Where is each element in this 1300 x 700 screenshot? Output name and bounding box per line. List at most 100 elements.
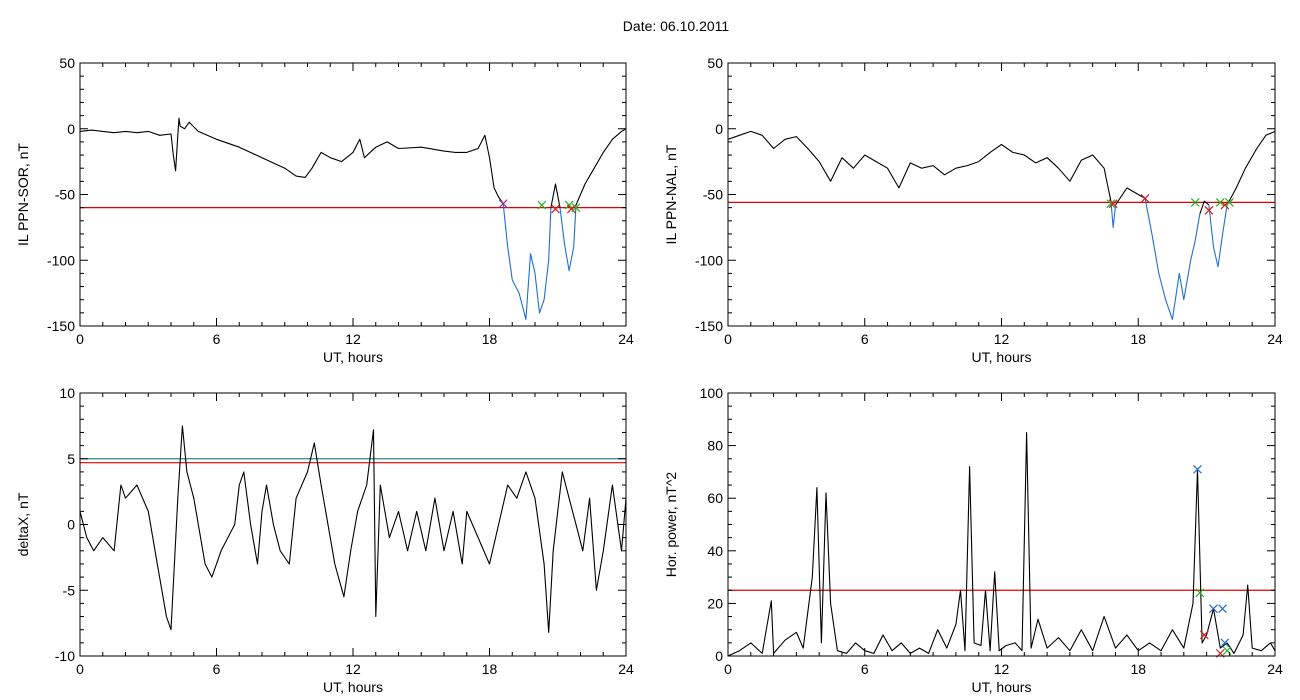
series-line xyxy=(1226,130,1275,206)
y-tick-label: 5 xyxy=(67,451,75,467)
x-tick-label: 0 xyxy=(76,661,84,677)
x-marker-stroke xyxy=(1140,194,1150,203)
y-tick-label: -50 xyxy=(703,187,723,203)
y-tick-label: -5 xyxy=(63,582,76,598)
x-marker xyxy=(564,200,574,210)
series-line xyxy=(1110,201,1117,228)
y-tick-label: 50 xyxy=(707,55,723,71)
series-line xyxy=(80,117,504,205)
x-tick-label: 12 xyxy=(345,661,361,677)
x-marker-stroke xyxy=(564,200,574,210)
x-axis-label: UT, hours xyxy=(323,679,383,695)
x-axis-label: UT, hours xyxy=(972,349,1032,365)
y-axis-label: deltaX, nT xyxy=(15,492,31,556)
y-axis-label: Hor. power, nT^2 xyxy=(663,472,679,578)
y-tick-label: 80 xyxy=(707,438,723,454)
x-marker-stroke xyxy=(551,204,560,214)
x-marker-stroke xyxy=(1209,604,1218,614)
y-axis-label: IL PPN-SOR, nT xyxy=(15,143,31,246)
x-tick-label: 18 xyxy=(1130,661,1146,677)
y-tick-label: -100 xyxy=(695,252,723,268)
y-axis-label: IL PPN-NAL, nT xyxy=(663,144,679,244)
chart-panel-nal: 0 6 12 18 24 50 0 -50 -100 -150 UT, hours IL PPN-NA… xyxy=(663,55,1283,365)
x-marker-stroke xyxy=(1204,205,1214,215)
x-marker xyxy=(1220,638,1230,648)
x-marker-stroke xyxy=(1190,197,1200,207)
x-marker xyxy=(1108,199,1118,209)
y-tick-label: 0 xyxy=(715,648,723,664)
x-marker xyxy=(498,199,508,209)
x-tick-label: 0 xyxy=(724,661,732,677)
y-tick-label: -150 xyxy=(695,318,723,334)
plot-frame xyxy=(79,62,627,327)
x-marker-stroke xyxy=(498,199,508,209)
x-marker-stroke xyxy=(1106,199,1116,209)
y-tick-label: -150 xyxy=(47,318,75,334)
x-tick-label: 24 xyxy=(618,331,634,347)
plot-frame xyxy=(727,392,1276,657)
y-tick-label: -50 xyxy=(55,187,75,203)
series-line xyxy=(1208,204,1228,268)
x-tick-label: 6 xyxy=(861,661,869,677)
y-tick-label: 10 xyxy=(59,385,75,401)
x-tick-label: 18 xyxy=(482,661,498,677)
series-line xyxy=(575,128,626,206)
y-tick-label: 20 xyxy=(707,595,723,611)
x-marker xyxy=(1190,197,1200,207)
series-group xyxy=(80,117,626,320)
x-marker-stroke xyxy=(1224,197,1234,207)
x-tick-label: 24 xyxy=(1267,331,1283,347)
series-group xyxy=(728,130,1275,320)
x-marker xyxy=(1218,604,1228,614)
series-group xyxy=(80,425,626,633)
x-tick-label: 6 xyxy=(213,331,221,347)
x-marker xyxy=(1199,630,1209,640)
x-tick-label: 0 xyxy=(76,331,84,347)
x-tick-label: 12 xyxy=(994,331,1010,347)
x-marker xyxy=(1195,588,1205,598)
x-marker xyxy=(1209,604,1218,614)
series-line xyxy=(1199,200,1210,215)
y-tick-label: 50 xyxy=(59,55,75,71)
y-tick-label: 100 xyxy=(700,385,724,401)
x-marker xyxy=(1140,194,1150,203)
y-tick-label: 60 xyxy=(707,490,723,506)
chart-panel-power: 0 6 12 18 24 100 80 60 40 20 0 UT, hours Hor. power,… xyxy=(663,385,1283,695)
x-axis-label: UT, hours xyxy=(323,349,383,365)
chart-panel-sor: 0 6 12 18 24 50 0 -50 -100 -150 UT, hours IL PPN-SO… xyxy=(15,55,634,365)
x-tick-label: 6 xyxy=(861,331,869,347)
y-tick-label: 40 xyxy=(707,543,723,559)
y-tick-label: -100 xyxy=(47,252,75,268)
x-marker-stroke xyxy=(571,203,581,213)
x-marker-stroke xyxy=(1215,197,1225,207)
series-line xyxy=(559,204,577,272)
plot-frame xyxy=(727,62,1276,327)
x-axis-label: UT, hours xyxy=(972,679,1032,695)
x-marker xyxy=(571,203,581,213)
series-line xyxy=(550,183,561,208)
x-marker-stroke xyxy=(1220,200,1230,210)
x-tick-label: 24 xyxy=(618,661,634,677)
plot-frame xyxy=(79,392,627,657)
x-tick-label: 0 xyxy=(724,331,732,347)
x-tick-label: 12 xyxy=(994,661,1010,677)
x-marker-stroke xyxy=(1222,646,1232,656)
series-line xyxy=(728,130,1112,202)
x-marker xyxy=(551,204,560,214)
x-marker xyxy=(1215,197,1225,207)
series-line xyxy=(80,425,626,633)
figure-title: Date: 06.10.2011 xyxy=(622,18,730,34)
x-marker xyxy=(1222,646,1232,656)
y-tick-label: 0 xyxy=(67,121,75,137)
x-tick-label: 18 xyxy=(482,331,498,347)
x-marker-stroke xyxy=(1218,604,1228,614)
x-tick-label: 24 xyxy=(1267,661,1283,677)
x-marker xyxy=(1220,200,1230,210)
series-line xyxy=(1115,187,1146,206)
x-marker xyxy=(1204,205,1214,215)
x-tick-label: 18 xyxy=(1130,331,1146,347)
x-marker-stroke xyxy=(537,200,547,210)
x-marker-stroke xyxy=(1199,630,1209,640)
x-marker-stroke xyxy=(1193,464,1202,474)
